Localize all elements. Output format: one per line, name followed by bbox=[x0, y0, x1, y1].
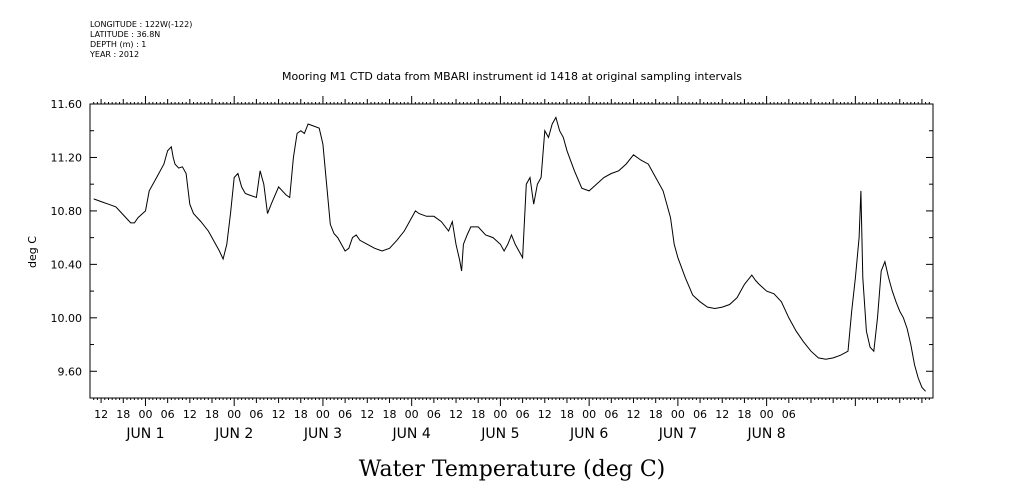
x-tick-label: 18 bbox=[471, 408, 485, 421]
x-day-labels: JUN 1 JUN 2 JUN 3 JUN 4 JUN 5 JUN 6 JUN 7 JUN 8 bbox=[125, 426, 785, 442]
x-day-label: JUN 7 bbox=[658, 426, 697, 442]
x-tick-label: 12 bbox=[360, 408, 374, 421]
axis-ticks bbox=[90, 96, 933, 406]
y-tick-label: 10.00 bbox=[51, 312, 83, 325]
y-tick-label: 10.40 bbox=[51, 258, 83, 271]
temperature-series-line bbox=[93, 116, 926, 392]
x-day-label: JUN 6 bbox=[569, 426, 608, 442]
x-tick-label: 12 bbox=[715, 408, 729, 421]
x-tick-label: 00 bbox=[138, 408, 152, 421]
x-tick-label: 18 bbox=[205, 408, 219, 421]
x-tick-label: 06 bbox=[693, 408, 707, 421]
x-tick-label: 06 bbox=[516, 408, 530, 421]
x-tick-label: 06 bbox=[427, 408, 441, 421]
x-tick-label: 06 bbox=[338, 408, 352, 421]
x-day-label: JUN 3 bbox=[303, 426, 342, 442]
x-tick-label: 06 bbox=[249, 408, 263, 421]
y-tick-label: 11.20 bbox=[51, 151, 83, 164]
x-tick-label: 00 bbox=[671, 408, 685, 421]
x-day-label: JUN 5 bbox=[480, 426, 519, 442]
x-tick-label: 00 bbox=[493, 408, 507, 421]
x-tick-label: 00 bbox=[316, 408, 330, 421]
chart-title: Mooring M1 CTD data from MBARI instrumen… bbox=[282, 70, 742, 83]
x-tick-label: 06 bbox=[604, 408, 618, 421]
x-tick-label: 00 bbox=[582, 408, 596, 421]
plot-frame bbox=[89, 103, 934, 399]
x-tick-label: 18 bbox=[649, 408, 663, 421]
x-tick-label: 18 bbox=[116, 408, 130, 421]
y-axis-title: deg C bbox=[26, 236, 39, 268]
metadata-year: YEAR : 2012 bbox=[90, 50, 140, 59]
x-tick-label: 18 bbox=[382, 408, 396, 421]
x-tick-label: 12 bbox=[94, 408, 108, 421]
x-tick-label: 06 bbox=[161, 408, 175, 421]
metadata-latitude: LATITUDE : 36.8N bbox=[90, 30, 161, 39]
x-tick-label: 12 bbox=[272, 408, 286, 421]
y-tick-label: 9.60 bbox=[58, 365, 83, 378]
x-axis-title: Water Temperature (deg C) bbox=[359, 457, 666, 482]
x-tick-label: 06 bbox=[782, 408, 796, 421]
x-tick-label: 00 bbox=[405, 408, 419, 421]
x-day-label: JUN 8 bbox=[747, 426, 786, 442]
x-tick-label: 12 bbox=[449, 408, 463, 421]
x-tick-label: 00 bbox=[227, 408, 241, 421]
x-tick-label: 12 bbox=[183, 408, 197, 421]
y-tick-label: 11.60 bbox=[51, 98, 83, 111]
x-tick-labels: 12 18 00 06 12 18 00 06 12 18 00 06 12 18 00 06 12 18 00 06… bbox=[94, 408, 796, 421]
x-tick-label: 12 bbox=[538, 408, 552, 421]
x-tick-label: 00 bbox=[760, 408, 774, 421]
metadata-longitude: LONGITUDE : 122W(-122) bbox=[90, 20, 193, 29]
metadata-depth: DEPTH (m) : 1 bbox=[90, 40, 147, 49]
x-tick-label: 18 bbox=[737, 408, 751, 421]
x-day-label: JUN 4 bbox=[392, 426, 431, 442]
x-tick-label: 18 bbox=[294, 408, 308, 421]
y-tick-label: 10.80 bbox=[51, 205, 83, 218]
metadata-block: LONGITUDE : 122W(-122) LATITUDE : 36.8N … bbox=[90, 20, 192, 60]
y-tick-labels: 11.60 11.20 10.80 10.40 10.00 9.60 bbox=[51, 98, 83, 378]
x-tick-label: 12 bbox=[627, 408, 641, 421]
x-day-label: JUN 2 bbox=[214, 426, 253, 442]
x-day-label: JUN 1 bbox=[125, 426, 164, 442]
x-tick-label: 18 bbox=[560, 408, 574, 421]
